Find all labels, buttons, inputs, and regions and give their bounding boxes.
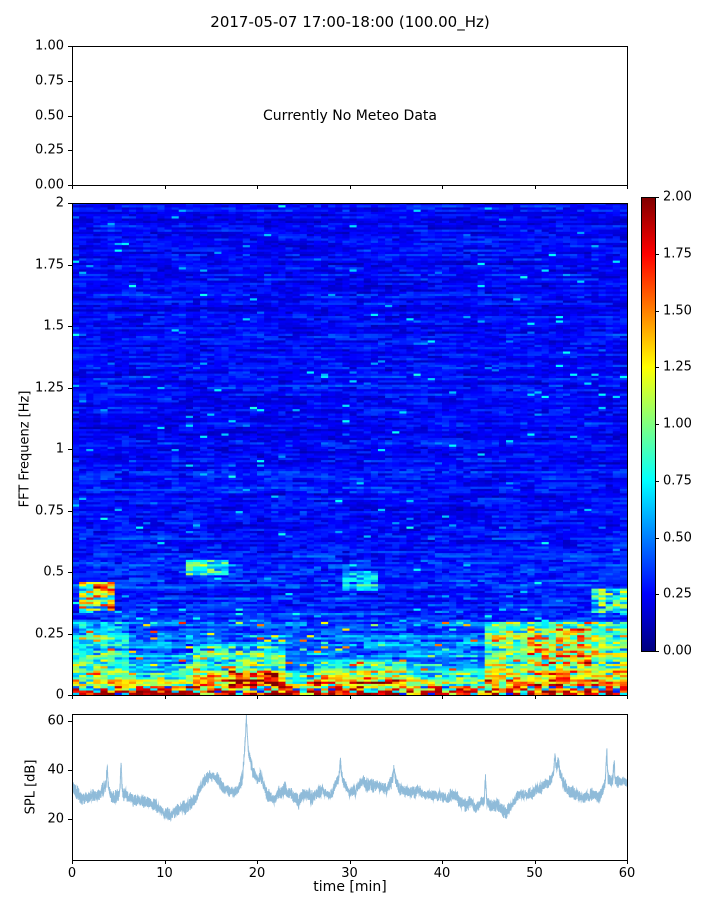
y-tick-label: 0.50: [35, 108, 64, 123]
y-tick-mark: [68, 150, 72, 152]
x-tick-mark: [442, 185, 443, 189]
y-tick-mark: [68, 203, 72, 204]
x-tick-mark: [257, 695, 258, 699]
y-tick-label: 20: [47, 811, 64, 827]
x-tick-mark: [534, 860, 536, 864]
y-tick-label: 1: [55, 441, 64, 457]
colorbar-tick-label: 0.50: [663, 530, 692, 545]
y-tick-mark: [68, 572, 72, 573]
x-tick-label: 0: [67, 866, 77, 881]
y-tick-label: 0.75: [35, 503, 64, 518]
x-tick-label: 10: [156, 866, 173, 881]
y-tick-mark: [68, 449, 72, 450]
x-tick-mark: [164, 185, 166, 189]
colorbar-tick-label: 1.50: [663, 303, 692, 318]
colorbar-tick-mark: [655, 594, 659, 596]
colorbar-tick-label: 0.75: [663, 473, 692, 489]
x-tick-mark: [72, 185, 73, 189]
x-tick-mark: [164, 860, 166, 864]
y-tick-label: 0.5: [43, 564, 64, 580]
colorbar-tick-label: 1.00: [663, 416, 692, 432]
colorbar-tick-mark: [655, 367, 659, 369]
y-tick-mark: [68, 46, 72, 47]
figure-title: 2017-05-07 17:00-18:00 (100.00_Hz): [210, 13, 490, 31]
y-tick-mark: [68, 185, 72, 186]
y-tick-mark: [68, 721, 72, 723]
x-tick-mark: [349, 695, 351, 699]
y-tick-mark: [68, 326, 72, 327]
x-tick-mark: [257, 185, 258, 189]
fft-frequency-ylabel: FFT Frequenz [Hz]: [17, 390, 33, 508]
spl-line-canvas: [72, 714, 627, 860]
y-tick-label: 60: [47, 713, 64, 729]
spectrogram-canvas: [72, 203, 627, 695]
y-tick-label: 0.75: [35, 73, 64, 89]
y-tick-mark: [68, 633, 72, 635]
colorbar-tick-label: 2.00: [663, 189, 692, 205]
y-tick-mark: [68, 769, 72, 771]
x-tick-mark: [72, 860, 73, 864]
y-tick-label: 1.25: [35, 380, 64, 395]
y-tick-label: 0.00: [35, 177, 64, 193]
y-tick-label: 1.75: [35, 257, 64, 272]
x-tick-mark: [627, 860, 628, 864]
x-tick-mark: [257, 860, 258, 864]
y-tick-label: 1.00: [35, 38, 64, 54]
y-tick-label: 2: [55, 195, 64, 211]
colorbar-tick-mark: [655, 310, 659, 312]
x-tick-mark: [72, 695, 73, 699]
x-tick-label: 60: [618, 866, 636, 881]
x-tick-label: 40: [433, 866, 451, 881]
colorbar-tick-label: 1.75: [663, 246, 692, 262]
colorbar-tick-label: 1.25: [663, 359, 692, 375]
colorbar-tick-mark: [655, 424, 659, 425]
colorbar-tick-label: 0.00: [663, 643, 692, 659]
colorbar-tick-mark: [655, 651, 659, 652]
y-tick-label: 40: [47, 762, 64, 778]
y-tick-label: 1.5: [43, 318, 64, 334]
x-tick-mark: [534, 185, 536, 189]
y-tick-mark: [68, 510, 72, 512]
x-tick-label: 20: [248, 866, 266, 881]
meteo-message: Currently No Meteo Data: [263, 108, 437, 124]
x-tick-mark: [442, 695, 443, 699]
y-tick-mark: [68, 115, 72, 117]
x-tick-mark: [534, 695, 536, 699]
y-tick-mark: [68, 695, 72, 696]
colorbar-tick-mark: [655, 253, 659, 255]
colorbar-canvas: [641, 197, 655, 651]
x-tick-label: 30: [341, 866, 358, 881]
x-tick-label: 50: [526, 866, 543, 881]
x-tick-mark: [442, 860, 443, 864]
colorbar-tick-mark: [655, 197, 659, 198]
x-tick-mark: [627, 185, 628, 189]
colorbar-tick-mark: [655, 537, 659, 539]
x-tick-mark: [627, 695, 628, 699]
y-tick-label: 0: [55, 687, 64, 703]
x-tick-mark: [349, 860, 351, 864]
x-tick-mark: [164, 695, 166, 699]
colorbar-tick-label: 0.25: [663, 586, 692, 602]
time-xlabel: time [min]: [313, 879, 387, 895]
colorbar-tick-mark: [655, 480, 659, 482]
x-tick-mark: [349, 185, 351, 189]
y-tick-label: 0.25: [35, 626, 64, 641]
y-tick-mark: [68, 80, 72, 82]
y-tick-label: 0.25: [35, 142, 64, 158]
y-tick-mark: [68, 387, 72, 389]
y-tick-mark: [68, 264, 72, 266]
spl-ylabel: SPL [dB]: [23, 759, 39, 815]
y-tick-mark: [68, 818, 72, 820]
